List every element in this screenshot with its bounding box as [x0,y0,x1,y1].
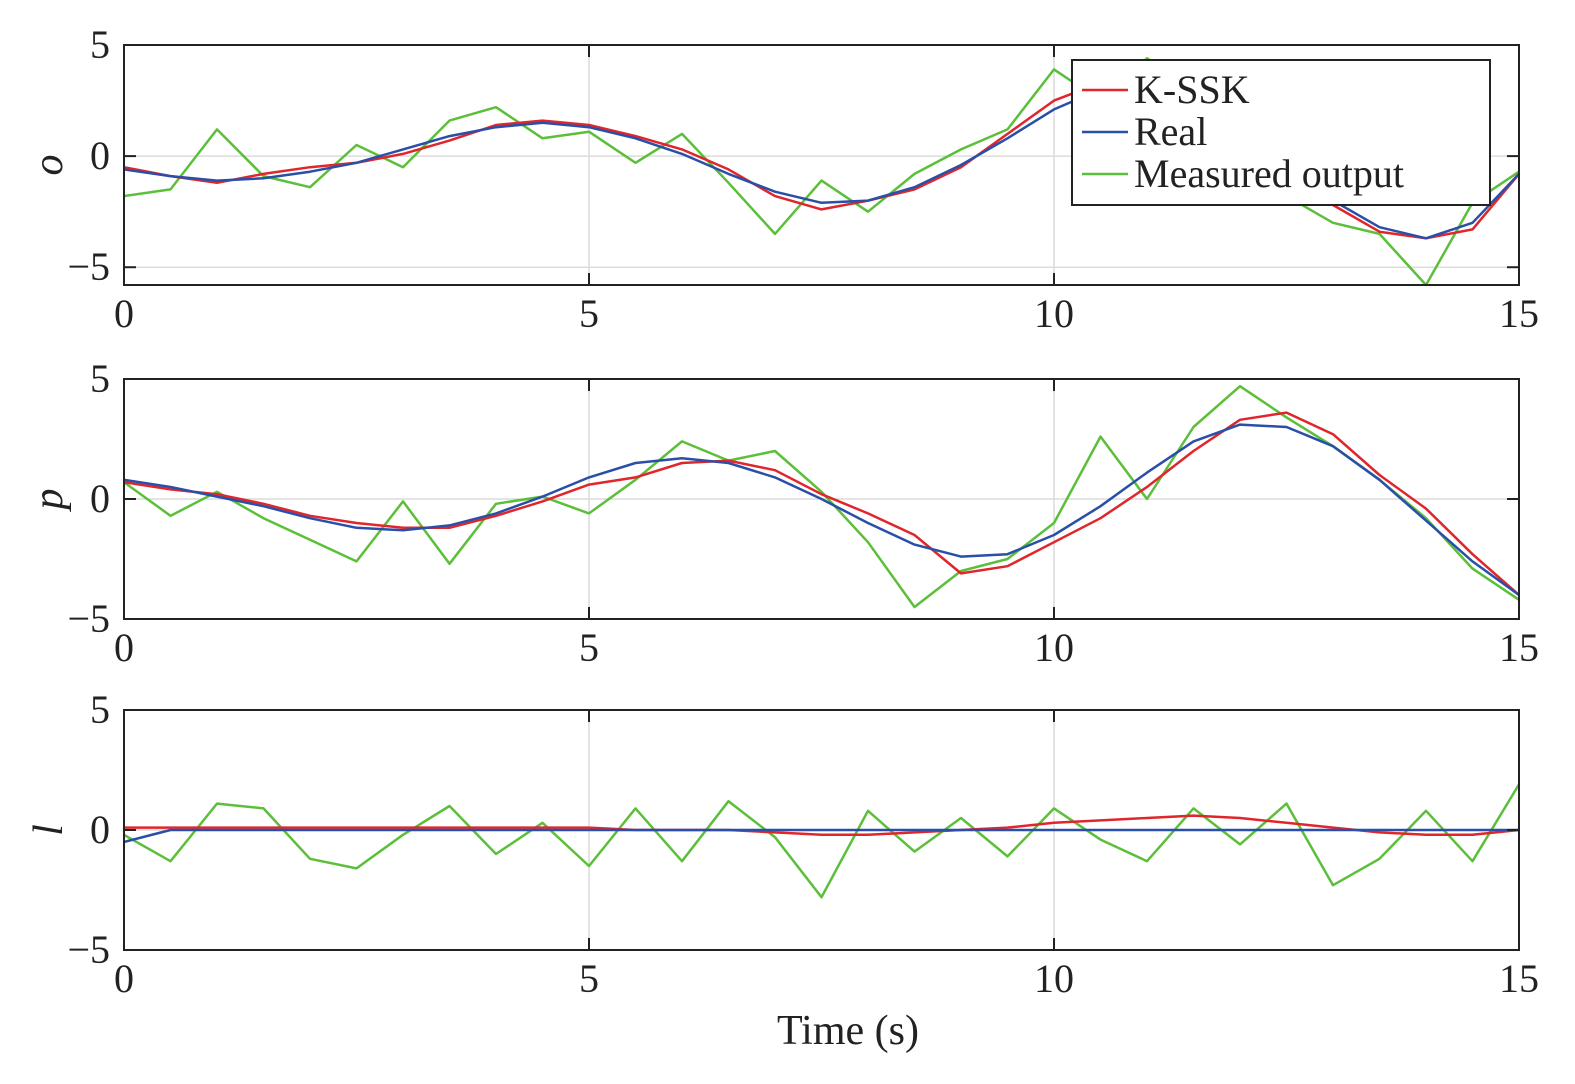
x-tick-label: 5 [579,956,599,1001]
x-tick-label: 0 [114,291,134,336]
y-tick-label: 5 [90,356,110,401]
series-line-k-ssk [123,411,1520,596]
legend: K-SSK Real Measured output [1071,59,1491,206]
legend-label-kssk: K-SSK [1134,67,1250,112]
series-line-real [123,423,1520,597]
x-tick-label: 15 [1499,625,1539,670]
legend-label-real: Real [1134,109,1207,154]
y-tick-label: −5 [67,927,110,972]
series-line-measured-output [123,783,1521,899]
y-tick-label: 0 [90,807,110,852]
y-tick-label: 0 [90,133,110,178]
series-line-k-ssk [124,814,1520,837]
y-tick-label: −5 [67,244,110,289]
x-tick-label: 0 [114,625,134,670]
x-tick-label: 0 [114,956,134,1001]
legend-box [1071,59,1491,206]
x-tick-label: 10 [1034,291,1074,336]
y-axis-label: o [26,155,72,176]
x-tick-label: 10 [1034,625,1074,670]
legend-label-measured: Measured output [1134,151,1404,196]
x-tick-label: 5 [579,625,599,670]
y-tick-label: −5 [67,596,110,641]
y-tick-label: 5 [90,687,110,732]
series-line-measured-output [123,384,1520,609]
x-tick-label: 5 [579,291,599,336]
y-tick-label: 0 [90,476,110,521]
x-tick-label: 15 [1499,291,1539,336]
series-line-real [123,828,1519,844]
x-tick-label: 15 [1499,956,1539,1001]
x-tick-label: 10 [1034,956,1074,1001]
y-axis-label: p [26,489,72,513]
y-axis-label: l [26,824,72,836]
axes-box [123,44,1520,286]
y-tick-label: 5 [90,22,110,67]
x-axis-label: Time (s) [777,1008,919,1054]
